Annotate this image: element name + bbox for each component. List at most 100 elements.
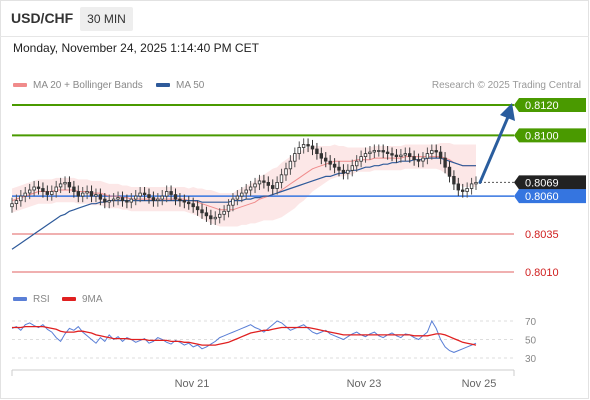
candle-body [10,203,14,208]
candle-body [443,157,447,168]
candle-body [301,144,306,148]
symbol-label: USD/CHF [11,10,74,26]
level-tag-bg [514,98,586,112]
bollinger-band [12,143,476,227]
candle-body [354,160,359,167]
candle-body [98,194,103,200]
rsi-tick-label: 30 [525,354,537,365]
level-label: 0.8035 [525,229,559,241]
legend-bollinger-label: MA 20 + Bollinger Bands [33,80,143,91]
candle-body [67,181,72,188]
candle-body [125,200,129,203]
candle-body [297,147,301,154]
candle-body [279,174,284,183]
level-label: 0.8010 [525,267,559,279]
candle-body [372,150,376,153]
candle-body [385,151,390,155]
candle-body [209,215,213,220]
candle-body [138,192,142,197]
candle-body [85,191,89,194]
candle-body [425,153,430,159]
candle-body [27,189,32,194]
candle-body [270,185,275,189]
candle-body [421,157,425,162]
candle-body [460,189,465,192]
candle-body [200,209,204,214]
bollinger-swatch [13,83,27,88]
ma50-swatch [156,83,170,88]
candle-body [151,197,156,202]
candle-body [306,144,310,147]
candle-body [407,153,412,158]
level-tag: 0.8120 [514,98,586,112]
candle-body [390,153,394,156]
timeframe-button[interactable]: 30 MIN [80,7,133,31]
level-tag-bg [514,175,586,190]
candle-body [469,183,474,189]
level-tag: 0.8060 [514,189,586,204]
candle-body [262,180,266,183]
candle-body [315,148,319,154]
candle-body [195,206,200,211]
candle-body [186,201,191,205]
level-label: 0.8069 [525,177,559,189]
legend-rsi: RSI [13,294,50,305]
candle-body [346,169,350,174]
candle-body [147,194,151,199]
candle-body [14,200,19,205]
candle-body [284,168,288,176]
level-tag-bg [514,189,586,204]
candle-body [452,175,456,185]
x-tick-label: Nov 23 [347,378,382,390]
candle-body [293,153,297,162]
candle-body [381,150,385,153]
rsi-ma-line [12,325,477,346]
candle-body [103,198,107,203]
candle-body [253,183,257,188]
x-tick-label: Nov 25 [462,378,497,390]
candle-body [54,186,58,192]
legend-ma50-label: MA 50 [176,80,205,91]
candle-body [363,153,368,158]
rsi-ma-swatch [62,297,76,302]
candle-body [76,191,80,197]
candle-body [120,197,125,202]
candle-body [240,192,244,197]
candle-body [403,153,407,156]
candle-body [275,181,279,189]
x-tick-label: Nov 21 [175,378,210,390]
level-label: 0.8060 [525,191,559,203]
candle-body [23,192,27,197]
candle-body [178,198,182,202]
candle-body [36,186,41,189]
candle-body [412,156,416,161]
candle-body [116,197,120,200]
candle-body [368,151,372,155]
candle-body [94,194,98,197]
candle-body [235,195,240,200]
legend-rsi-ma: 9MA [62,294,103,305]
rsi-line [11,319,477,353]
rsi-tick-label: 50 [525,336,537,347]
candle-body [45,191,49,195]
candle-body [222,210,226,215]
level-label: 0.8120 [525,100,559,112]
credit-text: Research © 2025 Trading Central [431,80,581,91]
candle-body [456,183,460,191]
candle-body [244,189,248,194]
candle-body [328,160,332,165]
level-tag: 0.8069 [514,175,586,190]
candle-body [89,191,94,197]
legend-ma50: MA 50 [156,80,204,91]
candle-body [19,195,23,202]
candle-body [182,200,186,203]
level-tag: 0.8100 [514,128,586,143]
legend-rsi-label: RSI [33,294,50,305]
forecast-arrow [478,115,510,184]
candle-body [288,160,293,170]
candle-body [310,145,315,150]
candle-body [213,216,217,220]
level-label: 0.8100 [525,130,559,142]
candle-body [266,181,270,186]
